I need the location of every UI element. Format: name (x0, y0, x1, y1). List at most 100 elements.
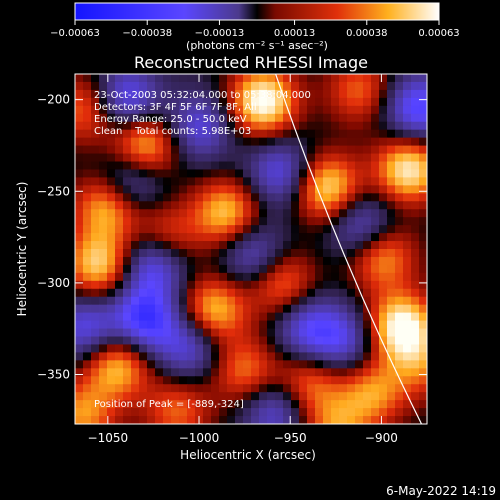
image-pixel (195, 193, 204, 202)
image-pixel (155, 145, 164, 155)
image-pixel (411, 81, 420, 91)
image-pixel (243, 113, 252, 123)
image-pixel (131, 384, 140, 393)
image-pixel (155, 233, 164, 242)
image-pixel (275, 169, 284, 178)
image-pixel (379, 360, 388, 369)
image-pixel (99, 408, 108, 417)
image-pixel (403, 177, 412, 186)
image-pixel (315, 225, 324, 234)
image-pixel (107, 312, 116, 322)
image-pixel (371, 368, 380, 377)
image-pixel (363, 336, 372, 346)
image-pixel (379, 217, 388, 226)
image-pixel (363, 153, 372, 163)
image-pixel (331, 241, 340, 250)
image-pixel (235, 392, 244, 401)
image-pixel (171, 185, 180, 194)
image-pixel (171, 272, 180, 282)
image-pixel (187, 129, 196, 139)
image-pixel (123, 392, 132, 401)
image-pixel (211, 344, 220, 353)
image-pixel (147, 209, 156, 218)
image-pixel (115, 288, 124, 298)
image-pixel (139, 288, 148, 298)
image-pixel (275, 185, 284, 194)
image-pixel (315, 256, 324, 266)
image-pixel (339, 392, 348, 401)
image-pixel (339, 153, 348, 163)
image-pixel (315, 97, 324, 107)
image-pixel (355, 177, 364, 186)
image-pixel (123, 153, 132, 163)
image-pixel (387, 304, 396, 314)
image-pixel (107, 113, 116, 123)
image-pixel (355, 161, 364, 171)
image-pixel (259, 296, 268, 306)
image-pixel (211, 97, 220, 107)
image-pixel (379, 312, 388, 322)
image-pixel (395, 209, 404, 218)
image-pixel (243, 161, 252, 171)
image-pixel (307, 209, 316, 218)
image-pixel (235, 376, 244, 385)
image-pixel (235, 153, 244, 163)
image-pixel (243, 400, 252, 409)
image-pixel (195, 368, 204, 377)
image-pixel (187, 121, 196, 131)
image-pixel (75, 233, 84, 242)
image-pixel (179, 233, 188, 242)
image-pixel (251, 105, 260, 115)
image-pixel (195, 161, 204, 171)
image-pixel (347, 296, 356, 306)
image-pixel (267, 392, 276, 401)
image-pixel (139, 105, 148, 115)
image-pixel (283, 97, 292, 107)
image-pixel (131, 113, 140, 123)
image-pixel (99, 256, 108, 266)
image-pixel (419, 249, 427, 258)
image-pixel (395, 137, 404, 147)
image-pixel (251, 89, 260, 99)
image-pixel (395, 241, 404, 250)
image-pixel (411, 288, 420, 298)
image-pixel (307, 280, 316, 290)
image-pixel (227, 233, 236, 242)
image-pixel (315, 89, 324, 99)
image-pixel (331, 113, 340, 123)
image-layer (75, 74, 427, 424)
image-pixel (275, 89, 284, 99)
image-pixel (267, 241, 276, 250)
image-pixel (323, 201, 332, 210)
image-pixel (251, 233, 260, 242)
image-pixel (331, 97, 340, 107)
image-pixel (323, 89, 332, 99)
image-pixel (243, 264, 252, 274)
image-pixel (187, 193, 196, 202)
colorbar (74, 2, 440, 21)
image-pixel (363, 74, 372, 83)
image-pixel (331, 89, 340, 99)
image-pixel (291, 304, 300, 314)
image-pixel (83, 217, 92, 226)
image-pixel (123, 352, 132, 361)
image-pixel (107, 264, 116, 274)
image-pixel (163, 217, 172, 226)
image-pixel (387, 209, 396, 218)
image-pixel (339, 74, 348, 83)
image-pixel (131, 129, 140, 139)
image-pixel (155, 272, 164, 282)
image-pixel (139, 233, 148, 242)
image-pixel (147, 376, 156, 385)
image-pixel (227, 400, 236, 409)
image-pixel (259, 201, 268, 210)
image-pixel (243, 74, 252, 83)
image-pixel (315, 344, 324, 353)
image-pixel (115, 137, 124, 147)
image-pixel (291, 113, 300, 123)
image-pixel (163, 209, 172, 218)
image-pixel (411, 177, 420, 186)
image-pixel (131, 256, 140, 266)
image-pixel (115, 249, 124, 258)
image-pixel (91, 121, 100, 131)
